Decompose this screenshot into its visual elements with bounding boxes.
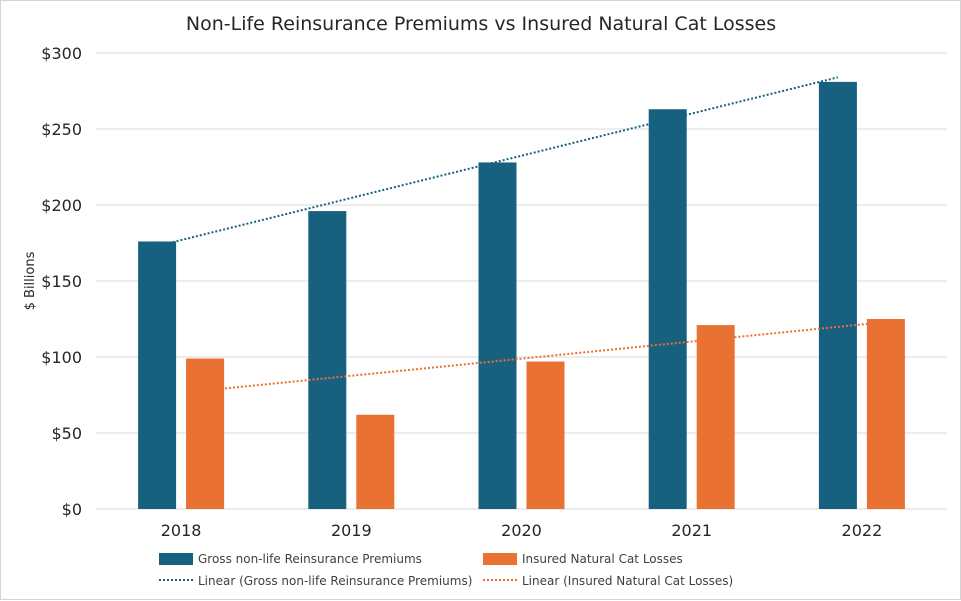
- legend-item-premiums: Gross non-life Reinsurance Premiums: [159, 552, 422, 566]
- y-tick-label: $100: [41, 348, 82, 367]
- y-tick-label: $50: [51, 424, 82, 443]
- gridlines: [96, 52, 947, 510]
- bar-premiums-2021: [648, 109, 687, 510]
- legend-swatch-premiums: [159, 553, 193, 565]
- x-tick-label-2018: 2018: [161, 521, 202, 540]
- x-tick-label-2019: 2019: [331, 521, 372, 540]
- bar-premiums-2022: [818, 81, 857, 509]
- x-tick-label-2022: 2022: [842, 521, 883, 540]
- trendline-premiums: [156, 76, 839, 248]
- bar-premiums-2018: [138, 241, 177, 510]
- legend-label-trend-cat-losses: Linear (Insured Natural Cat Losses): [522, 574, 733, 588]
- y-tick-label: $250: [41, 120, 82, 139]
- legend-item-trend-premiums: Linear (Gross non-life Reinsurance Premi…: [159, 574, 472, 588]
- bar-cat-losses-2020: [526, 361, 565, 509]
- x-axis-ticks: 2018 2019 2020 2021 2022: [161, 521, 883, 540]
- y-tick-label: $200: [41, 196, 82, 215]
- y-axis-label: $ Billions: [23, 251, 38, 310]
- legend-label-premiums: Gross non-life Reinsurance Premiums: [198, 552, 422, 566]
- bar-premiums-2019: [308, 211, 347, 509]
- chart-title: Non-Life Reinsurance Premiums vs Insured…: [186, 13, 776, 35]
- bars: [138, 81, 905, 510]
- legend: Gross non-life Reinsurance Premiums Insu…: [159, 552, 733, 588]
- legend-item-cat-losses: Insured Natural Cat Losses: [483, 552, 683, 566]
- x-tick-label-2021: 2021: [671, 521, 712, 540]
- bar-cat-losses-2019: [356, 414, 395, 509]
- y-axis-ticks: $0 $50 $100 $150 $200 $250 $300: [41, 44, 82, 519]
- y-tick-label: $300: [41, 44, 82, 63]
- bar-premiums-2020: [478, 162, 517, 509]
- bar-cat-losses-2018: [186, 358, 225, 509]
- legend-label-trend-premiums: Linear (Gross non-life Reinsurance Premi…: [198, 574, 472, 588]
- legend-label-cat-losses: Insured Natural Cat Losses: [522, 552, 683, 566]
- bar-cat-losses-2022: [866, 319, 905, 509]
- y-tick-label: $0: [62, 500, 82, 519]
- bar-cat-losses-2021: [696, 325, 735, 509]
- trendlines: [156, 76, 886, 392]
- x-tick-label-2020: 2020: [501, 521, 542, 540]
- y-tick-label: $150: [41, 272, 82, 291]
- legend-swatch-cat-losses: [483, 553, 517, 565]
- legend-item-trend-cat-losses: Linear (Insured Natural Cat Losses): [483, 574, 733, 588]
